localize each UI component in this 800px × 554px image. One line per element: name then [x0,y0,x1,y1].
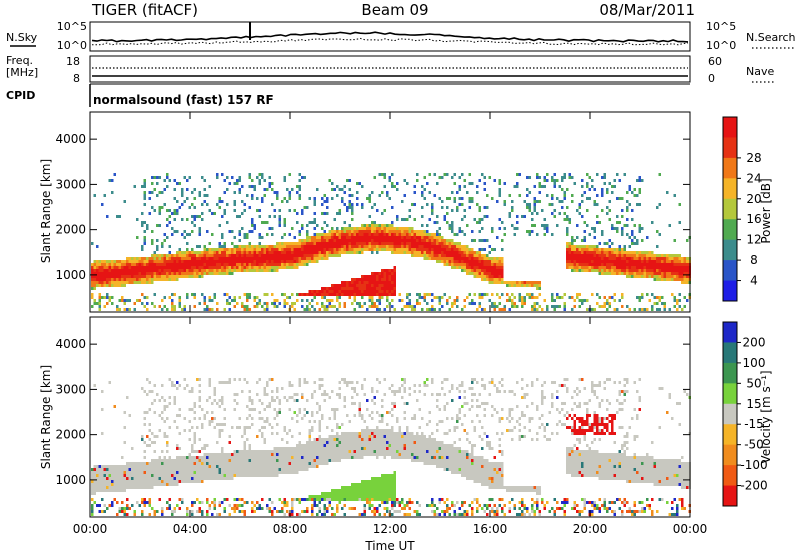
freq-label-line1: Freq. [6,54,33,67]
cpid-label: CPID [6,89,35,102]
colorbar-segment [723,198,737,220]
colorbar-segment [723,424,737,446]
colorbar-tick-label: 15 [746,397,761,411]
power-ytick-label: 1000 [55,268,86,282]
colorbar-segment [723,117,737,138]
colorbar-tick-label: 12 [746,233,761,247]
colorbar-segment [723,219,737,241]
noise-right-tick-top: 10^5 [706,20,736,33]
noise-sky-line [91,31,689,43]
velocity-data-field [91,378,691,516]
velocity-ytick-label: 2000 [55,428,86,442]
power-cbar-label: Power [dB] [759,178,773,243]
velocity-colorbar: 200 100 50 15 -15 -50 -100 -200 [722,321,768,507]
velocity-cbar-label: Velocity [m s⁻¹] [759,370,773,463]
noise-left-tick-top: 10^5 [57,20,87,33]
colorbar-tick-label: 200 [743,335,766,349]
velocity-xlabel: Time UT [364,539,415,553]
nave-tick-top: 60 [708,55,722,68]
colorbar-segment [723,157,737,179]
cpid-panel: CPID normalsound (fast) 157 RF [6,83,690,107]
power-panel: 1000 2000 3000 4000 Slant Range [km] 4 8 12 16… [39,111,773,313]
power-ytick-label: 4000 [55,132,86,146]
colorbar-tick-label: 24 [746,171,761,185]
nave-tick-bottom: 0 [708,72,715,85]
time-tick-label: 00:00 [673,522,708,536]
power-ytick-label: 2000 [55,223,86,237]
colorbar-tick-label: 28 [746,151,761,165]
colorbar-segment [723,383,737,405]
colorbar-tick-label: 100 [743,356,766,370]
colorbar-segment [723,485,737,507]
beam-label: Beam 09 [361,1,428,19]
velocity-panel: 1000 2000 3000 4000 00:00 04:00 08:00 12:00 16:… [39,316,773,553]
time-tick-label: 08:00 [273,522,308,536]
colorbar-segment [723,322,737,343]
colorbar-segment [723,178,737,200]
noise-right-tick-bottom: 10^0 [706,39,736,52]
colorbar-tick-label: 16 [746,212,761,226]
colorbar-segment [723,444,737,466]
colorbar-segment [723,403,737,425]
velocity-ytick-label: 4000 [55,337,86,351]
colorbar-tick-label: -50 [744,438,764,452]
velocity-ytick-label: 3000 [55,382,86,396]
colorbar-tick-label: 20 [746,192,761,206]
time-tick-label: 00:00 [73,522,108,536]
radar-title: TIGER (fitACF) [91,1,198,19]
freq-tick-bottom: 8 [73,72,80,85]
colorbar-tick-label: 8 [750,253,758,267]
noise-right-label: N.Search [746,31,796,44]
time-tick-label: 04:00 [173,522,208,536]
nave-label: Nave [746,65,774,78]
noise-left-tick-bottom: 10^0 [57,39,87,52]
colorbar-segment [723,239,737,261]
power-ytick-label: 3000 [55,177,86,191]
colorbar-segment [723,280,737,302]
colorbar-tick-label: 4 [750,274,758,288]
colorbar-tick-label: 50 [746,376,761,390]
power-ylabel: Slant Range [km] [39,159,53,263]
date-label: 08/Mar/2011 [599,1,695,19]
colorbar-tick-label: -200 [740,479,767,493]
noise-panel: N.Sky 10^5 10^0 N.Search 10^5 10^0 [6,20,796,52]
time-tick-label: 20:00 [573,522,608,536]
time-tick-label: 12:00 [373,522,408,536]
noise-search-line [92,37,689,46]
noise-left-label: N.Sky [6,31,38,44]
freq-label-line2: [MHz] [6,66,38,79]
power-colorbar: 4 8 12 16 20 24 28 [722,116,762,302]
velocity-ytick-label: 1000 [55,473,86,487]
colorbar-tick-label: -15 [744,417,764,431]
freq-tick-top: 18 [66,55,80,68]
colorbar-segment [723,342,737,364]
colorbar-segment [723,137,737,159]
colorbar-segment [723,362,737,384]
colorbar-segment [723,465,737,487]
colorbar-segment [723,260,737,282]
freq-panel: Freq. [MHz] 18 8 Nave 60 0 [6,54,776,85]
cpid-program: normalsound (fast) 157 RF [93,93,274,107]
power-data-field [91,173,691,311]
velocity-ylabel: Slant Range [km] [39,365,53,469]
time-tick-label: 16:00 [473,522,508,536]
colorbar-tick-label: -100 [740,458,767,472]
